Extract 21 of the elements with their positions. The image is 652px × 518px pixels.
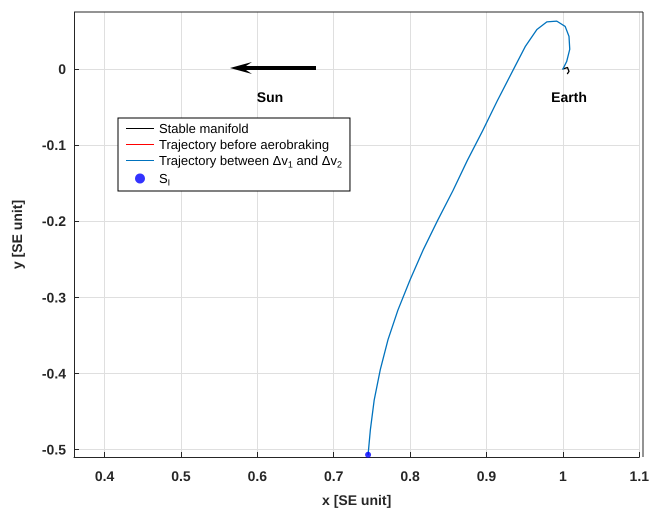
- x-tick-label: 0.5: [171, 468, 191, 484]
- annotation: Earth: [551, 89, 587, 105]
- y-tick-label: -0.5: [42, 441, 66, 458]
- x-tick-label: 0.6: [248, 468, 268, 484]
- x-tick-label: 0.7: [324, 468, 344, 484]
- y-tick-label: -0.3: [42, 289, 66, 306]
- x-tick-label: 0.4: [94, 468, 114, 484]
- x-axis-title: x [SE unit]: [322, 492, 392, 508]
- y-axis-title: y [SE unit]: [9, 200, 25, 270]
- y-tick-label: -0.1: [42, 137, 66, 154]
- legend-label: Trajectory before aerobraking: [159, 137, 330, 152]
- x-tick-label: 1.1: [630, 468, 650, 484]
- y-tick-label: 0: [58, 61, 66, 78]
- y-tick-label: -0.2: [42, 213, 66, 230]
- y-tick-label: -0.4: [42, 365, 66, 382]
- x-tick-label: 0.9: [476, 468, 496, 484]
- x-tick-label: 1: [558, 468, 567, 484]
- legend-label: Stable manifold: [159, 121, 249, 136]
- line-series: [562, 66, 570, 74]
- annotation: Sun: [256, 89, 284, 105]
- x-tick-label: 0.8: [400, 468, 420, 484]
